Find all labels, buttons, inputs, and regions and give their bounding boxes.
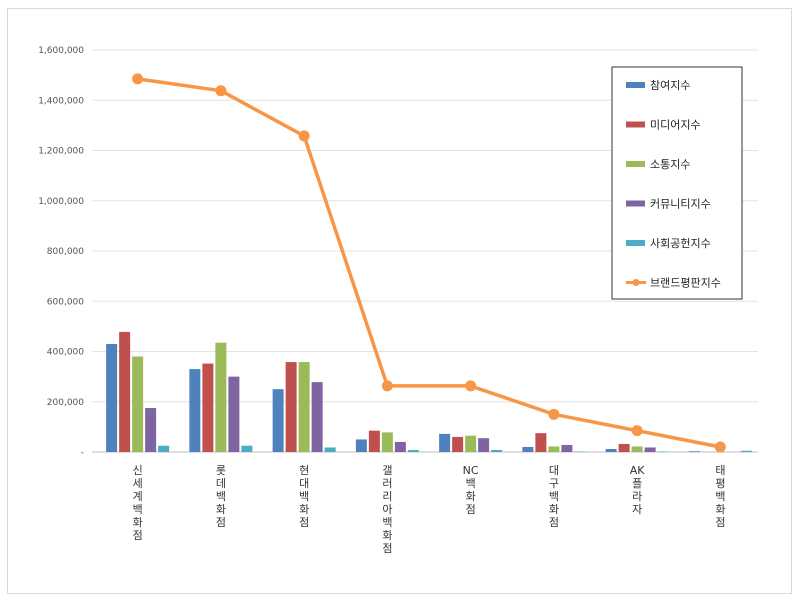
bar bbox=[132, 356, 144, 452]
legend-label: 사회공헌지수 bbox=[650, 237, 711, 250]
bar bbox=[465, 435, 477, 452]
legend-label: 브랜드평판지수 bbox=[650, 277, 721, 290]
bar bbox=[618, 443, 630, 452]
bar bbox=[605, 448, 617, 452]
bars bbox=[106, 331, 752, 452]
bar bbox=[241, 445, 253, 452]
legend-swatch bbox=[626, 161, 645, 167]
bar bbox=[439, 433, 451, 452]
bar bbox=[452, 436, 464, 452]
bar bbox=[644, 447, 656, 452]
legend-swatch bbox=[626, 121, 645, 128]
y-tick-label: 200,000 bbox=[47, 398, 84, 408]
bar bbox=[215, 342, 227, 452]
y-tick-label: 1,000,000 bbox=[38, 197, 84, 207]
line-point bbox=[215, 85, 227, 97]
bar bbox=[189, 369, 201, 452]
legend-swatch bbox=[626, 240, 645, 246]
line-path bbox=[137, 77, 721, 449]
bar bbox=[355, 439, 367, 452]
bar bbox=[311, 382, 323, 452]
bar bbox=[407, 449, 419, 452]
y-tick-label: 1,600,000 bbox=[38, 46, 84, 56]
legend-box bbox=[611, 66, 743, 300]
y-tick-label: 800,000 bbox=[47, 247, 84, 257]
bar bbox=[394, 441, 406, 452]
line-point bbox=[132, 73, 144, 85]
bar bbox=[522, 446, 534, 452]
bar bbox=[381, 432, 393, 452]
bar bbox=[106, 343, 118, 452]
y-tick-label: 1,400,000 bbox=[38, 96, 84, 106]
line-point bbox=[381, 380, 393, 392]
bar bbox=[478, 438, 490, 452]
y-axis: - 200,000 400,000 600,000 800,000 1,000,000 1,… bbox=[38, 46, 84, 458]
line-point bbox=[631, 425, 643, 437]
bar bbox=[368, 430, 380, 452]
bar bbox=[272, 389, 284, 452]
bar bbox=[324, 447, 336, 452]
bar bbox=[119, 331, 131, 452]
bar bbox=[657, 451, 669, 452]
bar bbox=[535, 433, 547, 452]
bar bbox=[491, 449, 503, 452]
legend-label: 미디어지수 bbox=[650, 119, 701, 132]
bar bbox=[145, 408, 157, 452]
line-series bbox=[132, 73, 726, 453]
bar bbox=[285, 362, 297, 452]
x-axis: 신 세 계 백 화 점 롯 데 백 화 점 현 대 백 화 점 갤 러 리 아 백 화 점 NC 백 화 점 대 구 백 화 점 AK 플 라 자 태 평… bbox=[133, 464, 726, 555]
y-tick-label: 1,200,000 bbox=[38, 147, 84, 157]
bar bbox=[574, 451, 586, 452]
x-tick-label: AK 플 라 자 bbox=[630, 464, 646, 516]
legend-swatch bbox=[626, 200, 645, 207]
bar bbox=[688, 451, 700, 452]
bar bbox=[158, 445, 170, 452]
line-point bbox=[548, 408, 560, 420]
legend-label: 커뮤니티지수 bbox=[650, 198, 711, 211]
legend-swatch-marker bbox=[632, 279, 640, 286]
bar bbox=[202, 363, 214, 452]
x-tick-label: NC 백 화 점 bbox=[463, 464, 479, 516]
y-tick-label: - bbox=[81, 448, 84, 458]
bar bbox=[548, 446, 560, 452]
bar bbox=[228, 376, 240, 452]
legend-label: 참여지수 bbox=[650, 79, 690, 92]
bar bbox=[298, 362, 310, 452]
line-point bbox=[298, 130, 310, 142]
line-point bbox=[465, 380, 477, 392]
legend-swatch bbox=[626, 82, 645, 88]
y-tick-label: 400,000 bbox=[47, 348, 84, 358]
legend-label: 소통지수 bbox=[650, 158, 690, 171]
bar bbox=[740, 450, 752, 452]
line-point bbox=[714, 441, 726, 453]
bar bbox=[561, 444, 573, 452]
y-tick-label: 600,000 bbox=[47, 297, 84, 307]
bar bbox=[631, 446, 643, 452]
